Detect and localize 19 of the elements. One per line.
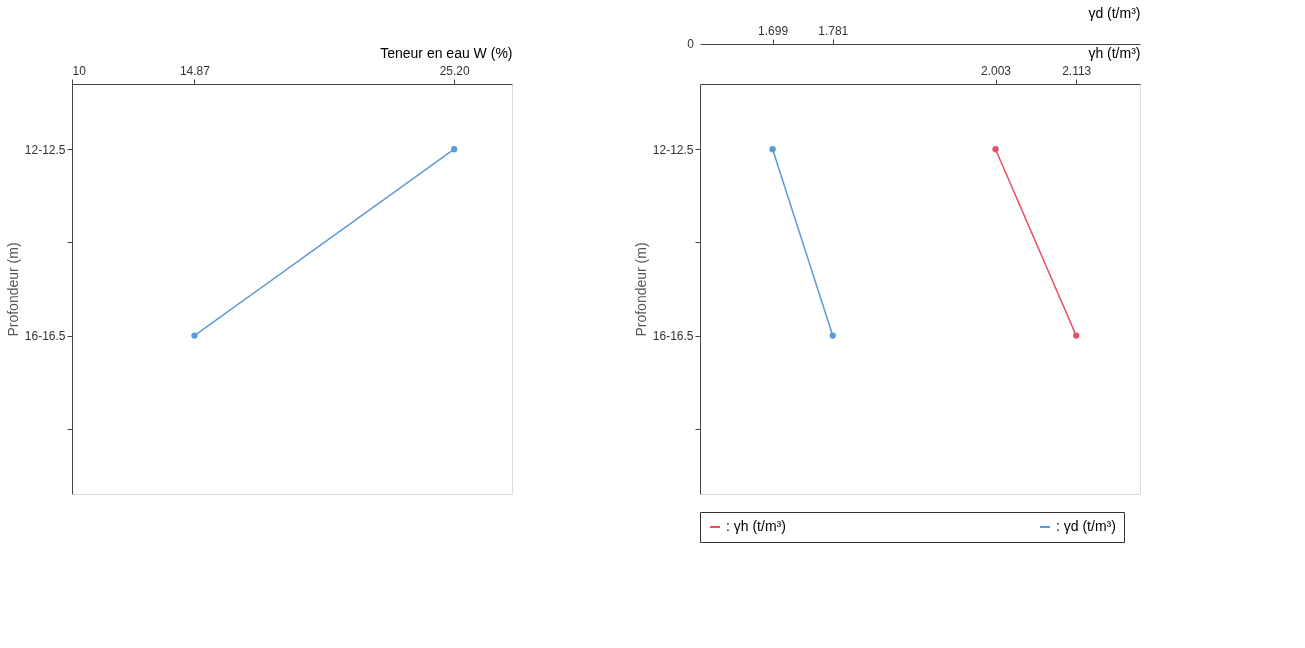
- y-axis-title: Profondeur (m): [4, 242, 21, 337]
- x-tick-label: 1.781: [818, 23, 849, 38]
- x-tick-label: 10: [72, 63, 87, 78]
- x2-tick-label: 2.003: [981, 63, 1012, 78]
- x-axis-title: γd (t/m³): [1088, 4, 1141, 21]
- text: 0: [687, 37, 695, 51]
- x-tick-label: 14.87: [179, 63, 211, 78]
- x2-tick-label: 2.113: [1062, 63, 1092, 78]
- y-tick-label: 12-12.5: [652, 142, 694, 157]
- y-tick-label: 12-12.5: [24, 142, 66, 157]
- legend-label: : γd (t/m³): [1056, 518, 1116, 534]
- x-axis-title: Teneur en eau W (%): [380, 44, 513, 61]
- y-axis-title: Profondeur (m): [632, 242, 649, 337]
- x2-axis-title: γh (t/m³): [1088, 44, 1141, 61]
- y-tick-label: 16-16.5: [652, 329, 694, 344]
- y-tick-label: 16-16.5: [24, 329, 66, 344]
- legend-label: : γh (t/m³): [726, 518, 786, 534]
- x-tick-label: 1.699: [758, 23, 789, 38]
- x-tick-label: 25.20: [439, 63, 471, 78]
